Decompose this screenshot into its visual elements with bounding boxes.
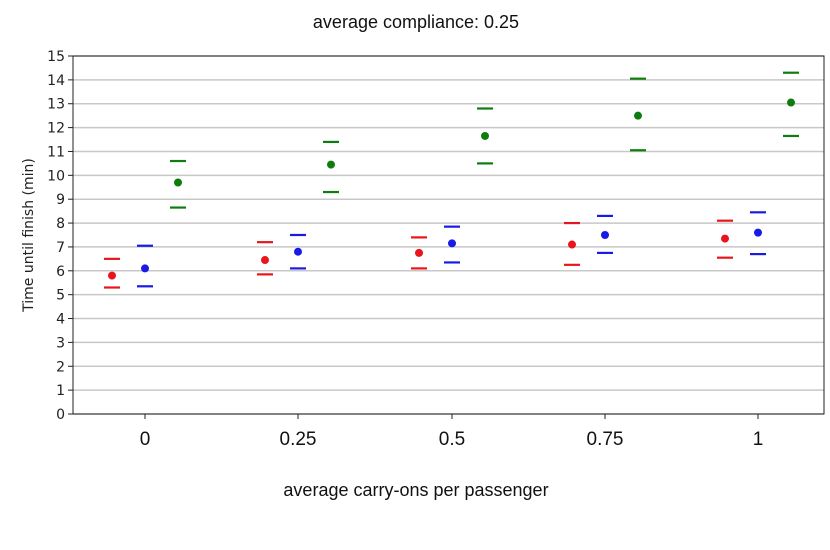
y-tick-label: 3: [56, 335, 65, 351]
y-tick-label: 14: [47, 73, 65, 89]
grid-lines: [73, 55, 824, 415]
y-tick-label: 6: [56, 264, 65, 280]
mean-point: [294, 247, 302, 256]
y-tick-label: 8: [56, 216, 65, 232]
mean-point: [141, 264, 149, 273]
y-tick-label: 10: [47, 168, 65, 184]
y-tick-label: 12: [47, 121, 65, 137]
mean-point: [327, 160, 335, 169]
y-tick-label: 0: [56, 407, 65, 423]
x-tick-label: 0.5: [439, 429, 465, 450]
mean-point: [634, 111, 642, 120]
y-axis-label: Time until finish (min): [21, 158, 37, 313]
mean-point: [448, 239, 456, 248]
x-tick-labels: 0 0.25 0.5 0.75 1: [140, 414, 764, 450]
data-marks: [104, 71, 799, 289]
y-tick-label: 7: [56, 240, 65, 256]
mean-point: [721, 234, 729, 243]
mean-point: [174, 178, 182, 187]
y-tick-label: 11: [47, 144, 65, 160]
mean-point: [568, 240, 576, 249]
plot-frame: [72, 55, 825, 415]
y-tick-label: 1: [56, 383, 65, 399]
x-tick-label: 0: [140, 429, 151, 450]
y-tick-label: 9: [56, 192, 65, 208]
y-tick-label: 15: [47, 49, 65, 65]
y-tick-label: 2: [56, 359, 65, 375]
mean-point: [481, 131, 489, 140]
mean-point: [415, 248, 423, 257]
x-tick-label: 1: [753, 429, 764, 450]
mean-point: [754, 228, 762, 237]
mean-point: [787, 98, 795, 107]
x-axis-label: average carry-ons per passenger: [283, 480, 548, 500]
y-tick-label: 4: [56, 312, 65, 328]
y-tick-label: 5: [56, 288, 65, 304]
x-tick-label: 0.75: [587, 429, 624, 450]
mean-point: [108, 271, 116, 280]
mean-point: [601, 231, 609, 239]
mean-point: [261, 256, 269, 265]
x-tick-label: 0.25: [280, 429, 317, 450]
y-tick-label: 13: [47, 97, 65, 113]
chart-title: average compliance: 0.25: [313, 12, 519, 32]
